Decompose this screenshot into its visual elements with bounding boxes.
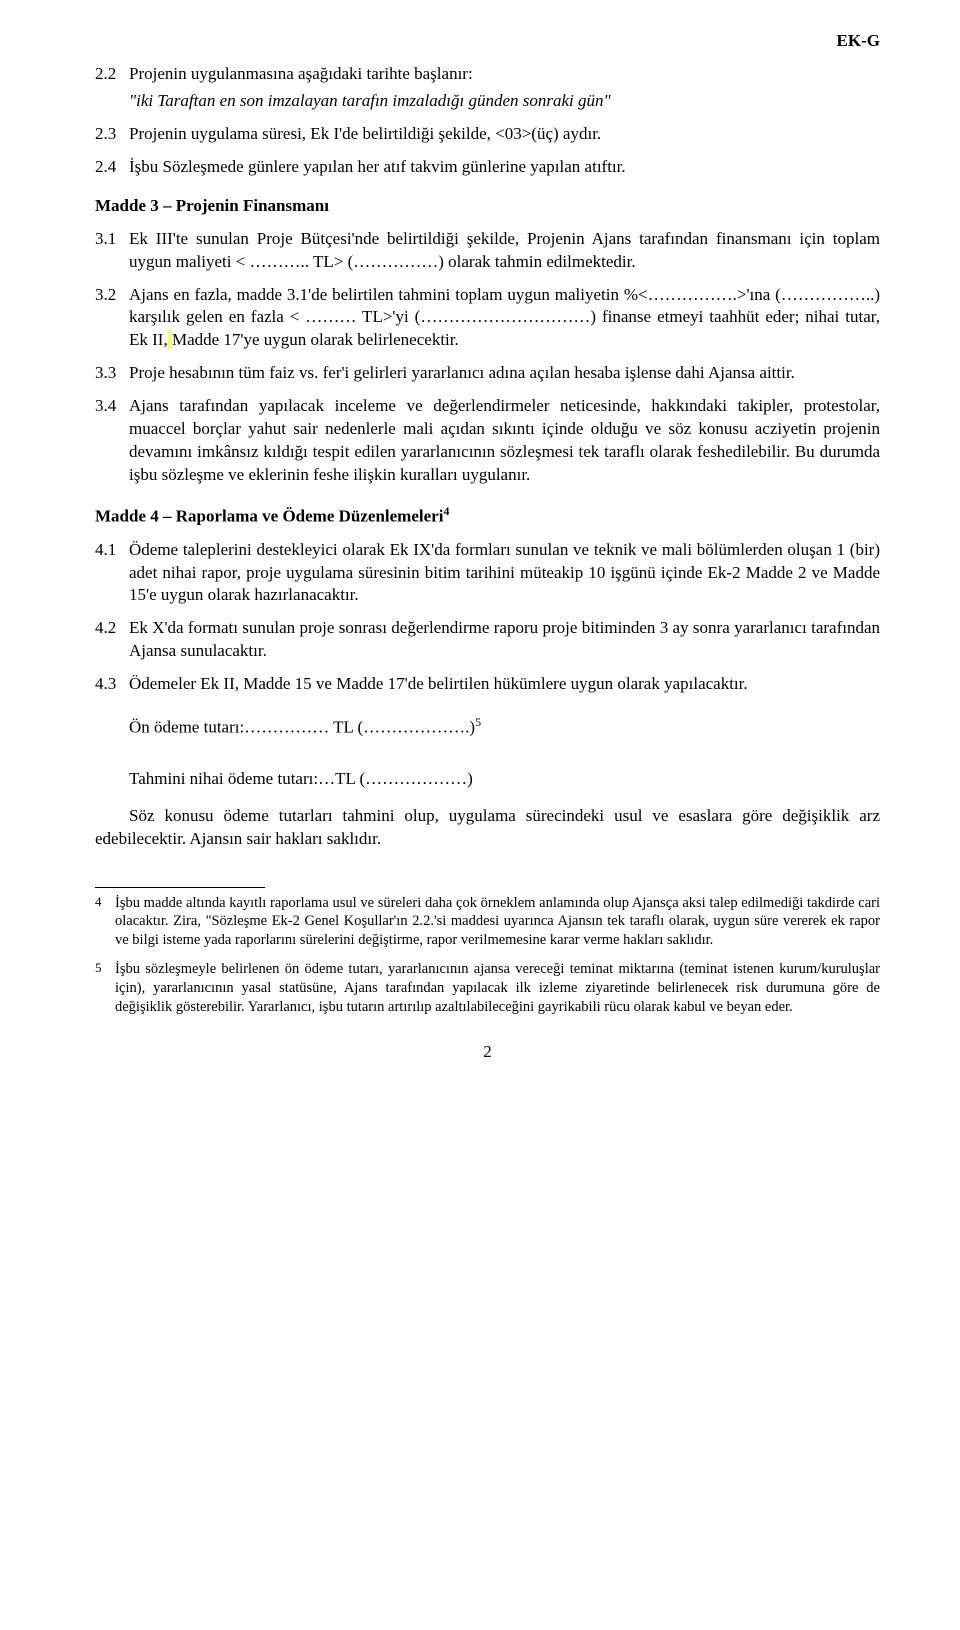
sec-4-3: 4.3 Ödemeler Ek II, Madde 15 ve Madde 17… (95, 673, 880, 696)
madde-4-title-text: Madde 4 – Raporlama ve Ödeme Düzenlemele… (95, 507, 443, 526)
closing-text: Söz konusu ödeme tutarları tahmini olup,… (95, 805, 880, 851)
num-3-2: 3.2 (95, 284, 129, 353)
pay1-sup: 5 (475, 715, 481, 729)
num-2-3: 2.3 (95, 123, 129, 146)
fn5-num: 5 (95, 960, 115, 1017)
text-2-3: Projenin uygulama süresi, Ek I'de belirt… (129, 123, 880, 146)
num-4-3: 4.3 (95, 673, 129, 696)
sec-3-2: 3.2 Ajans en fazla, madde 3.1'de belirti… (95, 284, 880, 353)
text-3-1: Ek III'te sunulan Proje Bütçesi'nde beli… (129, 228, 880, 274)
fn4-num: 4 (95, 894, 115, 951)
madde-3-title: Madde 3 – Projenin Finansmanı (95, 195, 880, 218)
text-3-2: Ajans en fazla, madde 3.1'de belirtilen … (129, 284, 880, 353)
sec-2-4: 2.4 İşbu Sözleşmede günlere yapılan her … (95, 156, 880, 179)
footnote-rule (95, 887, 265, 888)
sec-3-4: 3.4 Ajans tarafından yapılacak inceleme … (95, 395, 880, 487)
text-2-4: İşbu Sözleşmede günlere yapılan her atıf… (129, 156, 880, 179)
sec-2-3: 2.3 Projenin uygulama süresi, Ek I'de be… (95, 123, 880, 146)
sec-3-1: 3.1 Ek III'te sunulan Proje Bütçesi'nde … (95, 228, 880, 274)
madde-4-sup: 4 (443, 504, 449, 518)
num-3-3: 3.3 (95, 362, 129, 385)
sec-4-1: 4.1 Ödeme taleplerini destekleyici olara… (95, 539, 880, 608)
page-number: 2 (95, 1041, 880, 1064)
quote-2-2: "iki Taraftan en son imzalayan tarafın i… (95, 90, 880, 113)
pay-line-1: Ön ödeme tutarı:…………… TL (……………….)5 (95, 714, 880, 740)
num-3-4: 3.4 (95, 395, 129, 487)
madde-4-title: Madde 4 – Raporlama ve Ödeme Düzenlemele… (95, 503, 880, 529)
fn4-text: İşbu madde altında kayıtlı raporlama usu… (115, 894, 880, 951)
pay1-text: Ön ödeme tutarı:…………… TL (……………….) (129, 718, 475, 737)
text-3-4: Ajans tarafından yapılacak inceleme ve d… (129, 395, 880, 487)
num-4-2: 4.2 (95, 617, 129, 663)
text-4-2: Ek X'da formatı sunulan proje sonrası de… (129, 617, 880, 663)
text-3-3: Proje hesabının tüm faiz vs. fer'i gelir… (129, 362, 880, 385)
text-4-1: Ödeme taleplerini destekleyici olarak Ek… (129, 539, 880, 608)
sec-3-3: 3.3 Proje hesabının tüm faiz vs. fer'i g… (95, 362, 880, 385)
num-2-2: 2.2 (95, 63, 129, 86)
pay-line-2: Tahmini nihai ödeme tutarı:…TL (………………) (95, 768, 880, 791)
fn5-text: İşbu sözleşmeyle belirlenen ön ödeme tut… (115, 960, 880, 1017)
footnote-4: 4 İşbu madde altında kayıtlı raporlama u… (95, 894, 880, 951)
doc-code: EK-G (95, 30, 880, 53)
text-2-2: Projenin uygulanmasına aşağıdaki tarihte… (129, 63, 880, 86)
text-3-2b: Madde 17'ye uygun olarak belirlenecektir… (172, 330, 459, 349)
num-2-4: 2.4 (95, 156, 129, 179)
sec-2-2: 2.2 Projenin uygulanmasına aşağıdaki tar… (95, 63, 880, 86)
text-4-3: Ödemeler Ek II, Madde 15 ve Madde 17'de … (129, 673, 880, 696)
sec-4-2: 4.2 Ek X'da formatı sunulan proje sonras… (95, 617, 880, 663)
num-4-1: 4.1 (95, 539, 129, 608)
num-3-1: 3.1 (95, 228, 129, 274)
footnote-5: 5 İşbu sözleşmeyle belirlenen ön ödeme t… (95, 960, 880, 1017)
